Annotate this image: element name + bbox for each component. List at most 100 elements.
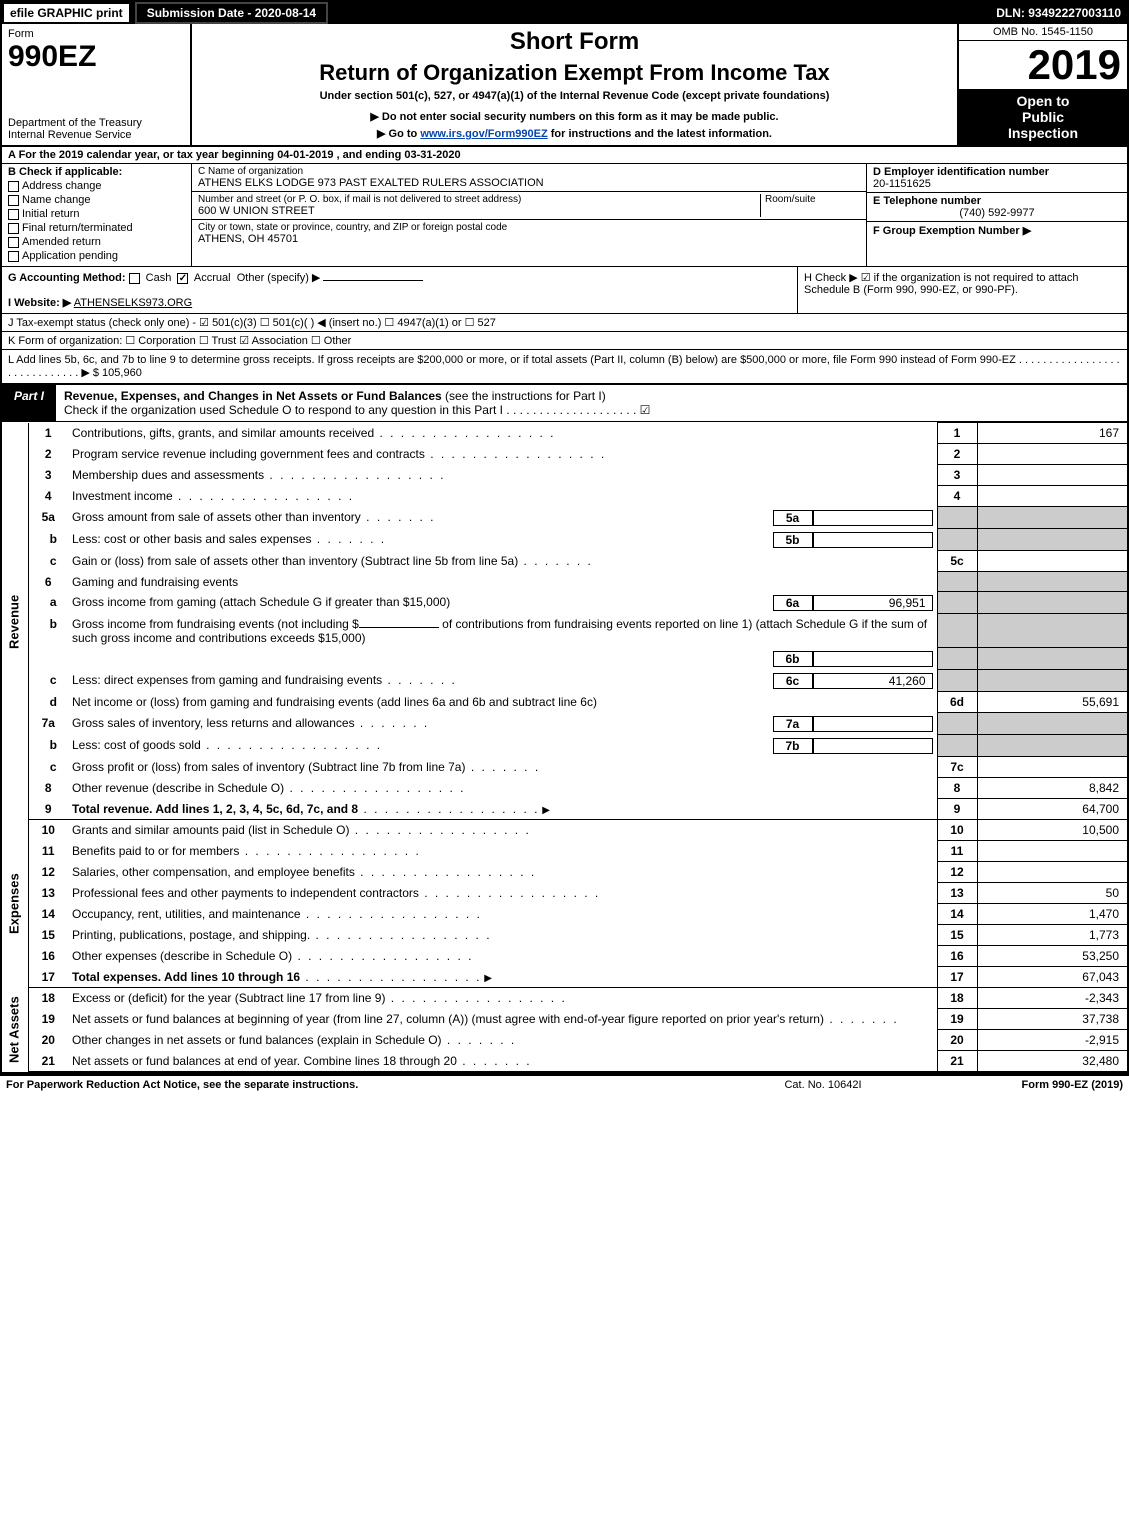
ssn-warning: ▶ Do not enter social security numbers o… [198, 110, 951, 123]
col-b-header: B Check if applicable: [8, 166, 185, 178]
l18-val: -2,343 [977, 988, 1127, 1009]
l11-desc: Benefits paid to or for members [72, 844, 239, 858]
row-a-tax-year: A For the 2019 calendar year, or tax yea… [2, 147, 1127, 164]
l6a-desc: Gross income from gaming (attach Schedul… [72, 595, 773, 611]
l5c-desc: Gain or (loss) from sale of assets other… [72, 554, 518, 568]
l12-desc: Salaries, other compensation, and employ… [72, 865, 355, 879]
l6b-contrib-field[interactable] [359, 627, 439, 628]
part-i-table: Revenue 1Contributions, gifts, grants, a… [2, 422, 1127, 1072]
website-val: ATHENSELKS973.ORG [74, 297, 192, 309]
short-form-title: Short Form [198, 28, 951, 56]
l13-desc: Professional fees and other payments to … [72, 886, 419, 900]
part-i-paren: (see the instructions for Part I) [445, 389, 606, 403]
chk-cash[interactable] [129, 273, 140, 284]
part-i-check: Check if the organization used Schedule … [64, 403, 650, 417]
col-c-org-info: C Name of organization ATHENS ELKS LODGE… [192, 164, 867, 266]
l5a-val [813, 510, 933, 526]
topbar: efile GRAPHIC print Submission Date - 20… [2, 2, 1127, 24]
efile-label: efile GRAPHIC print [2, 2, 131, 24]
part-i-label: Part I [2, 385, 56, 421]
submission-date: Submission Date - 2020-08-14 [135, 2, 328, 24]
side-expenses: Expenses [2, 820, 28, 988]
l5c-val [977, 551, 1127, 572]
row-h: H Check ▶ ☑ if the organization is not r… [797, 267, 1127, 313]
street-label: Number and street (or P. O. box, if mail… [198, 194, 760, 205]
col-d-ids: D Employer identification number 20-1151… [867, 164, 1127, 266]
l5a-desc: Gross amount from sale of assets other t… [72, 510, 361, 524]
l6c-val: 41,260 [813, 673, 933, 689]
l3-desc: Membership dues and assessments [72, 468, 264, 482]
l20-val: -2,915 [977, 1030, 1127, 1051]
lbl-address-change: Address change [22, 180, 102, 192]
lbl-accrual: Accrual [194, 272, 231, 284]
header-left: Form 990EZ Department of the Treasury In… [2, 24, 192, 145]
header-right: OMB No. 1545-1150 2019 Open to Public In… [957, 24, 1127, 145]
form-label: Form [8, 28, 184, 40]
tax-year: 2019 [959, 41, 1127, 89]
l4-desc: Investment income [72, 489, 173, 503]
l20-desc: Other changes in net assets or fund bala… [72, 1033, 442, 1047]
l19-desc: Net assets or fund balances at beginning… [72, 1012, 824, 1026]
goto-pre: ▶ Go to [377, 128, 420, 140]
l14-desc: Occupancy, rent, utilities, and maintena… [72, 907, 301, 921]
lbl-name-change: Name change [22, 194, 91, 206]
row-l: L Add lines 5b, 6c, and 7b to line 9 to … [2, 350, 1127, 385]
inspection-badge: Open to Public Inspection [959, 89, 1127, 145]
l7c-val [977, 757, 1127, 778]
chk-final-return[interactable] [8, 223, 19, 234]
l13-val: 50 [977, 883, 1127, 904]
header-center: Short Form Return of Organization Exempt… [192, 24, 957, 145]
l1-desc: Contributions, gifts, grants, and simila… [72, 426, 374, 440]
lbl-final-return: Final return/terminated [22, 222, 133, 234]
l6c-desc: Less: direct expenses from gaming and fu… [72, 673, 382, 687]
l5b-desc: Less: cost or other basis and sales expe… [72, 532, 311, 546]
side-revenue: Revenue [2, 423, 28, 820]
l17-desc: Total expenses. Add lines 10 through 16 [72, 970, 300, 984]
row-k: K Form of organization: ☐ Corporation ☐ … [2, 332, 1127, 350]
row-l-text: L Add lines 5b, 6c, and 7b to line 9 to … [8, 354, 1120, 379]
org-name-label: C Name of organization [198, 166, 860, 177]
other-specify-field[interactable] [323, 280, 423, 281]
row-g: G Accounting Method: Cash Accrual Other … [2, 267, 797, 313]
l21-desc: Net assets or fund balances at end of ye… [72, 1054, 457, 1068]
l6b-val [813, 651, 933, 667]
l15-desc: Printing, publications, postage, and shi… [72, 928, 310, 942]
chk-address-change[interactable] [8, 181, 19, 192]
irs-link[interactable]: www.irs.gov/Form990EZ [420, 128, 547, 140]
chk-name-change[interactable] [8, 195, 19, 206]
l17-val: 67,043 [977, 967, 1127, 988]
l19-val: 37,738 [977, 1009, 1127, 1030]
chk-accrual[interactable] [177, 273, 188, 284]
l3-val [977, 465, 1127, 486]
l18-desc: Excess or (deficit) for the year (Subtra… [72, 991, 385, 1005]
l15-val: 1,773 [977, 925, 1127, 946]
lbl-app-pending: Application pending [22, 250, 118, 262]
l2-val [977, 444, 1127, 465]
l7a-desc: Gross sales of inventory, less returns a… [72, 716, 355, 730]
main-title: Return of Organization Exempt From Incom… [198, 60, 951, 86]
omb-number: OMB No. 1545-1150 [959, 24, 1127, 41]
tel-label: E Telephone number [873, 195, 1121, 207]
side-netassets: Net Assets [2, 988, 28, 1072]
form-page: efile GRAPHIC print Submission Date - 20… [0, 0, 1129, 1074]
l10-val: 10,500 [977, 820, 1127, 841]
website-label: I Website: ▶ [8, 297, 71, 309]
dept-line2: Internal Revenue Service [8, 129, 132, 141]
part-i-title: Revenue, Expenses, and Changes in Net As… [56, 385, 1127, 421]
form-number: 990EZ [8, 40, 184, 74]
org-name: ATHENS ELKS LODGE 973 PAST EXALTED RULER… [198, 177, 860, 189]
street: 600 W UNION STREET [198, 205, 760, 217]
goto-note: ▶ Go to www.irs.gov/Form990EZ for instru… [198, 127, 951, 140]
city-label: City or town, state or province, country… [198, 222, 860, 233]
chk-amended[interactable] [8, 237, 19, 248]
footer-left: For Paperwork Reduction Act Notice, see … [6, 1079, 723, 1091]
chk-initial-return[interactable] [8, 209, 19, 220]
lbl-initial-return: Initial return [22, 208, 79, 220]
l21-val: 32,480 [977, 1051, 1127, 1072]
chk-app-pending[interactable] [8, 251, 19, 262]
l7c-desc: Gross profit or (loss) from sales of inv… [72, 760, 465, 774]
city: ATHENS, OH 45701 [198, 233, 860, 245]
part-i-header: Part I Revenue, Expenses, and Changes in… [2, 385, 1127, 422]
inspect-l2: Public [1022, 109, 1064, 125]
l6a-val: 96,951 [813, 595, 933, 611]
